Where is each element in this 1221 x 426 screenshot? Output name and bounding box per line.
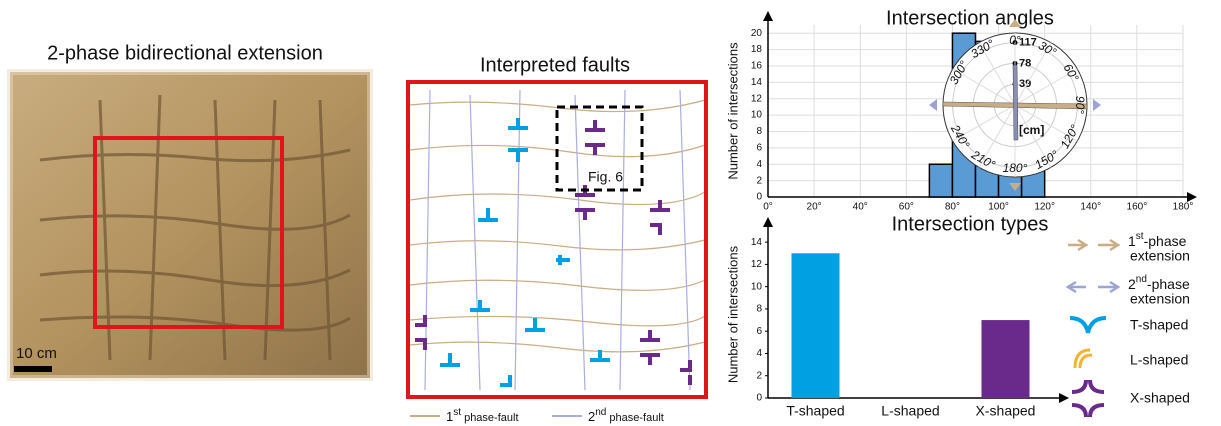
y-tick-label: 4 <box>756 159 762 170</box>
x-tick-label: 60° <box>899 202 914 213</box>
rose-angle-label: 90° <box>1073 96 1087 114</box>
scale-label: 10 cm <box>16 345 57 362</box>
histogram-bar <box>929 164 952 197</box>
legend-text: phase-fault <box>461 412 518 424</box>
map-title: Interpreted faults <box>480 54 630 76</box>
legend-sup: nd <box>1136 274 1147 285</box>
y-tick-label: 10 <box>751 281 763 292</box>
rose-angle-label: 0° <box>1009 33 1021 47</box>
legend-fault-1: 1st phase-fault <box>446 407 519 425</box>
x-tick-label: L-shaped <box>881 403 939 419</box>
legend-num: 1 <box>1128 233 1136 249</box>
y-tick-label: 14 <box>751 237 763 248</box>
y-tick-label: 8 <box>756 126 762 137</box>
x-tick-label: 120° <box>1034 202 1055 213</box>
x-tick-label: 80° <box>945 202 960 213</box>
y-tick-label: 14 <box>751 77 763 88</box>
y-axis-label: Number of intersections <box>725 245 740 383</box>
rose-angle-label: 180° <box>1003 161 1028 175</box>
legend-text: phase-fault <box>606 412 663 424</box>
legend-sup: nd <box>595 407 606 418</box>
rose-petal <box>1013 65 1018 140</box>
y-tick-label: 16 <box>751 61 763 72</box>
legend-num: 2 <box>1128 276 1136 292</box>
x-tick-label: 160° <box>1127 202 1148 213</box>
x-tick-label: X-shaped <box>976 403 1036 419</box>
y-tick-label: 18 <box>751 44 763 55</box>
x-tick-label: 100° <box>988 202 1009 213</box>
rose-unit: [cm] <box>1019 123 1044 137</box>
charts: 0°20°40°60°80°100°120°140°160°180°Inters… <box>725 7 1197 418</box>
rose-r-label: 78 <box>1019 57 1031 69</box>
legend-num: 1 <box>446 409 453 424</box>
inset-label: Fig. 6 <box>588 169 623 185</box>
y-tick-label: 0 <box>756 192 762 203</box>
x-tick-label: T-shaped <box>786 403 844 419</box>
rose-r-label: 117 <box>1019 37 1037 49</box>
x-tick-label: 0° <box>763 202 773 213</box>
y-tick-label: 0 <box>756 393 762 404</box>
y-tick-label: 2 <box>756 175 762 186</box>
bar <box>982 320 1030 398</box>
y-tick-label: 12 <box>751 93 763 104</box>
legend-icons <box>1068 240 1118 417</box>
legend-extension-2: 2nd-phase <box>1128 274 1190 292</box>
legend-extension-1: 1st-phase <box>1128 231 1187 249</box>
legend-type: X-shaped <box>1130 390 1190 406</box>
chart-title: Intersection types <box>892 213 1049 235</box>
y-tick-label: 4 <box>756 348 762 359</box>
x-tick-label: 20° <box>807 202 822 213</box>
legend-text: -phase <box>1144 233 1187 249</box>
legend-extension-1b: extension <box>1130 248 1190 264</box>
x-tick-label: 180° <box>1173 202 1194 213</box>
legend-fault-2: 2nd phase-fault <box>588 407 664 425</box>
y-tick-label: 8 <box>756 304 762 315</box>
y-tick-label: 20 <box>751 28 763 39</box>
y-tick-label: 12 <box>751 259 763 270</box>
y-tick-label: 2 <box>756 370 762 381</box>
photo-title: 2-phase bidirectional extension <box>47 42 323 64</box>
chart-title: Intersection angles <box>886 7 1054 29</box>
fault-map <box>408 82 706 416</box>
legend-type: L-shaped <box>1130 352 1188 368</box>
y-tick-label: 6 <box>756 326 762 337</box>
figure: 2-phase bidirectional extension 10 cm In… <box>0 0 1221 426</box>
legend-extension-2b: extension <box>1130 291 1190 307</box>
y-tick-label: 6 <box>756 142 762 153</box>
y-tick-label: 10 <box>751 110 763 121</box>
bar <box>792 253 840 398</box>
photo <box>10 72 370 378</box>
x-tick-label: 140° <box>1080 202 1101 213</box>
y-axis-label: Number of intersections <box>725 42 740 180</box>
legend-type: T-shaped <box>1130 317 1188 333</box>
x-tick-label: 40° <box>853 202 868 213</box>
legend-text: -phase <box>1147 276 1190 292</box>
legend-num: 2 <box>588 409 595 424</box>
